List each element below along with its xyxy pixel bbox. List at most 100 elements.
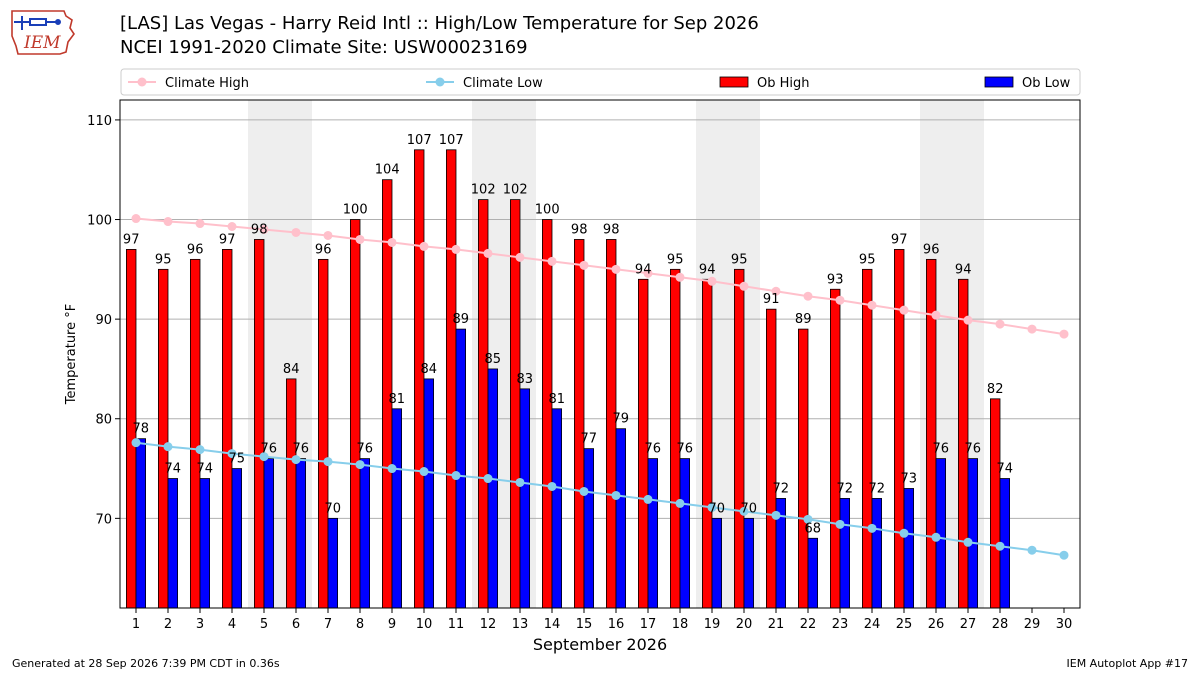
ob-high-bar bbox=[189, 258, 201, 609]
x-tick-label: 28 bbox=[992, 617, 1009, 632]
ob-low-bar bbox=[679, 458, 691, 609]
climate-high-point bbox=[419, 241, 429, 251]
ob-high-label: 96 bbox=[923, 242, 940, 257]
x-tick-label: 24 bbox=[864, 617, 881, 632]
climate-low-point bbox=[323, 457, 333, 467]
ob-low-bar bbox=[199, 478, 211, 609]
climate-high-point bbox=[899, 305, 909, 315]
ob-low-bar bbox=[327, 517, 339, 609]
x-tick-label: 13 bbox=[512, 617, 529, 632]
climate-low-point bbox=[195, 445, 205, 455]
ob-high-label: 98 bbox=[251, 222, 268, 237]
climate-low-point bbox=[387, 464, 397, 474]
climate-high-point bbox=[1059, 329, 1069, 339]
x-tick-label: 25 bbox=[896, 617, 913, 632]
ob-high-label: 97 bbox=[891, 232, 908, 247]
ob-low-bar bbox=[519, 388, 531, 609]
ob-low-label: 68 bbox=[805, 521, 822, 536]
x-tick-label: 7 bbox=[324, 617, 332, 632]
ob-high-label: 95 bbox=[155, 252, 172, 267]
climate-high-point bbox=[611, 264, 621, 274]
climate-high-point bbox=[291, 227, 301, 237]
ob-low-label: 76 bbox=[677, 442, 694, 457]
x-tick-label: 23 bbox=[832, 617, 849, 632]
ob-high-bar bbox=[445, 149, 457, 609]
x-tick-label: 3 bbox=[196, 617, 204, 632]
weather-station-icon bbox=[14, 16, 61, 30]
climate-low-point bbox=[835, 519, 845, 529]
ob-high-bar bbox=[990, 398, 1001, 609]
legend-label-climate-high: Climate High bbox=[165, 76, 249, 91]
x-tick-label: 11 bbox=[448, 617, 465, 632]
climate-low-point bbox=[803, 514, 813, 524]
ob-high-bar bbox=[542, 219, 553, 609]
ob-high-label: 97 bbox=[219, 232, 236, 247]
climate-low-point bbox=[579, 486, 589, 496]
ob-low-bar bbox=[711, 517, 723, 609]
x-tick-label: 27 bbox=[960, 617, 977, 632]
ob-high-label: 94 bbox=[635, 262, 652, 277]
climate-low-line bbox=[135, 441, 1065, 557]
ob-high-label: 91 bbox=[763, 292, 780, 307]
logo-text: IEM bbox=[23, 33, 61, 53]
climate-high-point bbox=[355, 234, 365, 244]
ob-low-label: 81 bbox=[389, 392, 406, 407]
ob-low-bar bbox=[135, 438, 147, 609]
chart-title: [LAS] Las Vegas - Harry Reid Intl :: Hig… bbox=[120, 13, 759, 34]
ob-high-bar bbox=[766, 308, 777, 609]
ob-low-label: 84 bbox=[421, 362, 438, 377]
ob-low-label: 74 bbox=[197, 462, 214, 477]
ob-low-label: 76 bbox=[261, 442, 278, 457]
climate-high-point bbox=[323, 230, 333, 240]
climate-low-point bbox=[611, 490, 621, 500]
y-tick-label: 80 bbox=[95, 413, 112, 428]
climate-low-point bbox=[355, 460, 365, 470]
ob-low-bar bbox=[647, 458, 659, 609]
ob-low-label: 76 bbox=[933, 442, 950, 457]
ob-low-bar bbox=[423, 378, 435, 609]
climate-high-point bbox=[579, 260, 589, 270]
ob-low-bar bbox=[263, 458, 275, 609]
climate-low-point bbox=[259, 452, 269, 462]
climate-high-line bbox=[135, 217, 1065, 336]
x-tick-label: 17 bbox=[640, 617, 657, 632]
ob-high-label: 89 bbox=[795, 312, 812, 327]
x-tick-label: 10 bbox=[416, 617, 433, 632]
ob-low-label: 72 bbox=[869, 481, 886, 496]
ob-high-label: 104 bbox=[375, 163, 400, 178]
x-tick-label: 4 bbox=[228, 617, 236, 632]
ob-high-label: 95 bbox=[731, 252, 748, 267]
ob-high-label: 94 bbox=[955, 262, 972, 277]
x-tick-label: 26 bbox=[928, 617, 945, 632]
climate-low-point bbox=[643, 494, 653, 504]
climate-low-point bbox=[707, 502, 717, 512]
x-tick-label: 18 bbox=[672, 617, 689, 632]
ob-high-bar bbox=[830, 288, 841, 609]
ob-high-bar bbox=[862, 268, 873, 609]
ob-high-bar bbox=[702, 278, 713, 609]
ob-high-bar bbox=[670, 268, 681, 609]
climate-low-point bbox=[963, 537, 973, 547]
ob-high-label: 96 bbox=[315, 242, 332, 257]
ob-low-bar bbox=[231, 468, 243, 609]
ob-low-bar bbox=[295, 458, 307, 609]
climate-high-point bbox=[643, 268, 653, 278]
ob-high-label: 102 bbox=[471, 183, 496, 198]
climate-low-point bbox=[131, 438, 141, 448]
ob-low-label: 73 bbox=[901, 471, 918, 486]
climate-low-point bbox=[1059, 550, 1069, 560]
legend-box bbox=[120, 68, 1081, 96]
climate-high-point bbox=[451, 244, 461, 254]
x-tick-label: 5 bbox=[260, 617, 268, 632]
ob-high-bar bbox=[574, 239, 585, 609]
x-tick-label: 8 bbox=[356, 617, 364, 632]
ob-low-label: 70 bbox=[741, 501, 758, 516]
ob-low-label: 70 bbox=[709, 501, 726, 516]
climate-low-point bbox=[163, 442, 173, 452]
climate-high-point bbox=[963, 315, 973, 325]
climate-high-point bbox=[835, 295, 845, 305]
ob-low-label: 72 bbox=[773, 481, 790, 496]
climate-high-point bbox=[387, 237, 397, 247]
ob-high-label: 95 bbox=[667, 252, 684, 267]
